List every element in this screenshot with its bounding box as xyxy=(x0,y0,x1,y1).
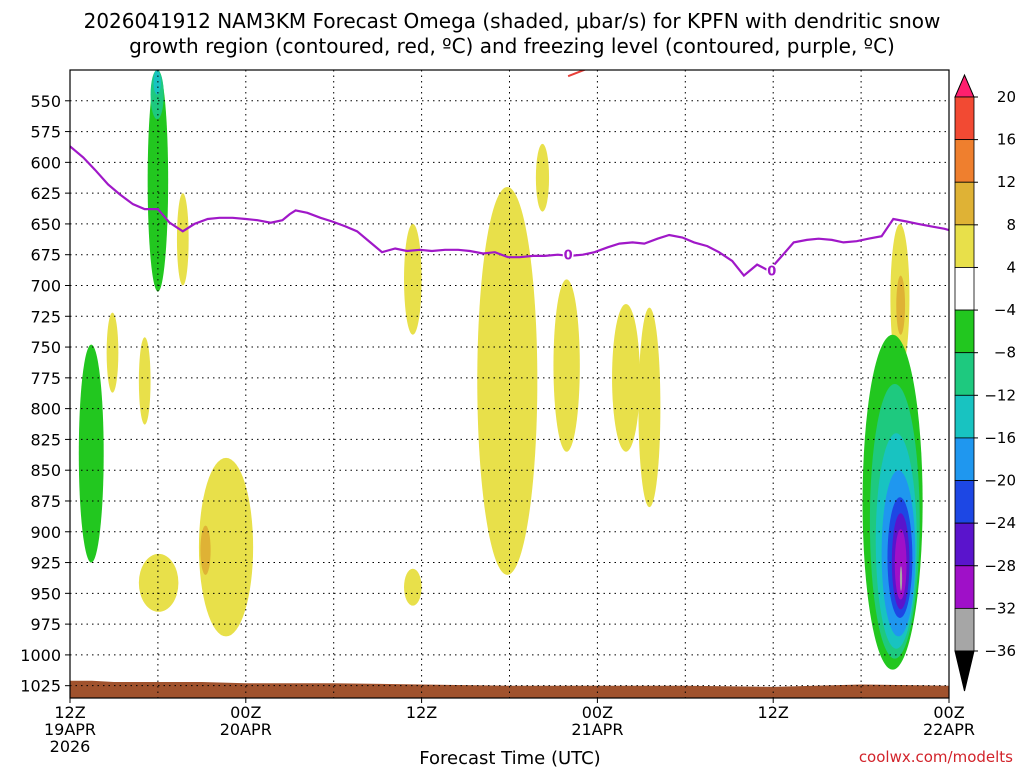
y-tick-label: 675 xyxy=(30,246,61,265)
credit-text: coolwx.com/modelts xyxy=(859,748,1013,766)
y-tick-label: 825 xyxy=(30,430,61,449)
colorbar-label: −12 xyxy=(984,386,1016,404)
y-tick-label: 750 xyxy=(30,338,61,357)
x-tick-label: 12Z xyxy=(54,703,85,722)
colorbar-label: −4 xyxy=(994,301,1016,319)
omega-region-4 xyxy=(535,143,550,212)
colorbar-swatch xyxy=(954,181,975,226)
x-tick-label: 00Z xyxy=(230,703,261,722)
plot-frame xyxy=(69,69,950,699)
y-tick-label: 625 xyxy=(30,184,61,203)
y-tick-label: 900 xyxy=(30,523,61,542)
colorbar-label: 16 xyxy=(997,131,1016,149)
x-tick-label: 12Z xyxy=(406,703,437,722)
x-tick-label: 21APR xyxy=(571,720,623,739)
x-tick-label: 19APR xyxy=(44,720,96,739)
colorbar-label: −8 xyxy=(994,344,1016,362)
freezing-level-label: 0 xyxy=(564,249,573,264)
colorbar-label: −28 xyxy=(984,557,1016,575)
colorbar-label: −16 xyxy=(984,429,1016,447)
colorbar-swatch xyxy=(954,565,975,609)
y-tick-label: 950 xyxy=(30,584,61,603)
colorbar-swatch xyxy=(954,139,975,183)
colorbar-label: 20 xyxy=(997,88,1016,106)
contour-lines: 00 xyxy=(70,70,949,281)
colorbar-swatch xyxy=(954,394,975,439)
y-tick-label: 1025 xyxy=(20,677,61,696)
y-tick-label: 775 xyxy=(30,369,61,388)
colorbar-label: 4 xyxy=(1006,258,1016,276)
colorbar-swatch xyxy=(954,352,975,396)
y-tick-label: 650 xyxy=(30,215,61,234)
freezing-level-line xyxy=(70,145,949,278)
omega-fills xyxy=(78,70,923,670)
y-tick-label: 725 xyxy=(30,307,61,326)
y-tick-label: 550 xyxy=(30,92,61,111)
colorbar-top-arrow xyxy=(954,73,975,98)
omega-region-neg28 xyxy=(894,529,907,600)
omega-region-4 xyxy=(138,553,179,612)
x-tick-label: 00Z xyxy=(933,703,964,722)
colorbar: 20 16 12 8 4 −4 −8 −12 −16 −20 −24 −28 −32 −36 xyxy=(954,73,1016,692)
omega-region-8 xyxy=(896,275,906,335)
y-tick-label: 975 xyxy=(30,615,61,634)
colorbar-swatch xyxy=(954,480,975,524)
omega-region-4 xyxy=(404,568,422,606)
y-tick-label: 850 xyxy=(30,461,61,480)
omega-region-4 xyxy=(553,279,580,452)
colorbar-swatch xyxy=(954,224,975,268)
omega-region-4 xyxy=(198,457,254,637)
y-tick-label: 575 xyxy=(30,123,61,142)
title-line-1: 2026041912 NAM3KM Forecast Omega (shaded… xyxy=(84,9,941,33)
colorbar-swatch xyxy=(954,437,975,481)
colorbar-swatch xyxy=(954,309,975,354)
omega-region-4 xyxy=(477,186,538,575)
x-tick-label: 00Z xyxy=(582,703,613,722)
omega-region-4 xyxy=(638,307,661,508)
omega-region-4 xyxy=(106,312,119,393)
surface-terrain xyxy=(70,680,949,698)
colorbar-swatch xyxy=(954,607,975,652)
omega-region-4 xyxy=(176,193,189,286)
omega-region-neg36 xyxy=(899,566,903,591)
colorbar-label: 8 xyxy=(1006,216,1016,234)
x-tick-label: 12Z xyxy=(758,703,789,722)
x-axis-label: Forecast Time (UTC) xyxy=(419,748,600,768)
y-tick-label: 600 xyxy=(30,153,61,172)
y-tick-label: 1000 xyxy=(20,646,61,665)
omega-region-4 xyxy=(404,223,422,335)
y-tick-label: 700 xyxy=(30,276,61,295)
colorbar-label: −20 xyxy=(984,472,1016,490)
y-tick-label: 925 xyxy=(30,554,61,573)
colorbar-swatch xyxy=(954,522,975,567)
omega-region-8 xyxy=(200,525,211,575)
freezing-level-label: 0 xyxy=(767,265,776,280)
colorbar-label: −32 xyxy=(984,599,1016,617)
omega-region-neg12 xyxy=(153,70,161,95)
colorbar-swatch xyxy=(954,267,975,311)
omega-region-neg4 xyxy=(78,344,104,563)
x-tick-label: 2026 xyxy=(50,737,91,756)
x-tick-label: 22APR xyxy=(923,720,975,739)
grid-lines xyxy=(70,70,949,698)
colorbar-label: −36 xyxy=(984,642,1016,660)
colorbar-label: −24 xyxy=(984,514,1016,532)
x-tick-label: 20APR xyxy=(220,720,272,739)
surface-fill xyxy=(70,680,949,698)
y-tick-label: 875 xyxy=(30,492,61,511)
y-axis-ticks: 550 575 600 625 650 675 700 725 750 775 800 825 850 8… xyxy=(20,92,70,696)
y-tick-label: 800 xyxy=(30,400,61,419)
colorbar-swatch xyxy=(954,96,975,141)
colorbar-bottom-arrow xyxy=(954,650,975,692)
colorbar-label: 12 xyxy=(997,173,1016,191)
title-line-2: growth region (contoured, red, ºC) and f… xyxy=(129,34,895,58)
omega-region-4 xyxy=(138,337,151,425)
